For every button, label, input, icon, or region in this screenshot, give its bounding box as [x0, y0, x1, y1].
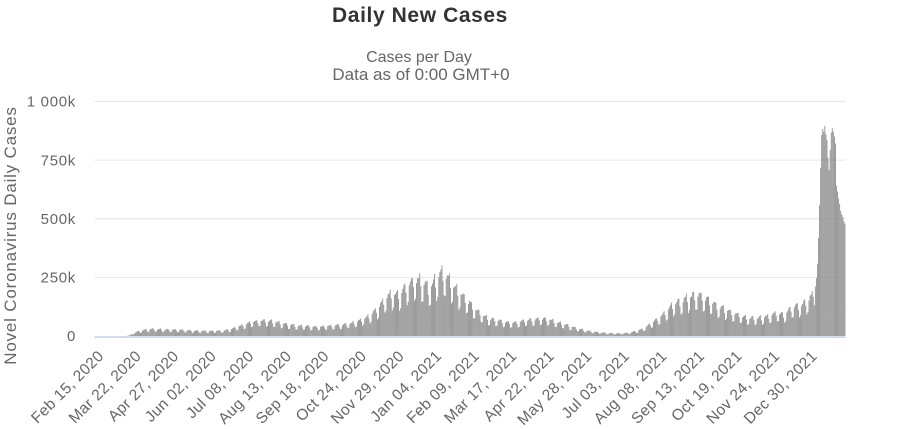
svg-text:500k: 500k [41, 211, 76, 228]
svg-text:0: 0 [67, 328, 76, 345]
svg-text:Daily New Cases: Daily New Cases [332, 4, 508, 27]
svg-text:1 000k: 1 000k [27, 94, 76, 111]
svg-text:Novel Coronavirus Daily Cases: Novel Coronavirus Daily Cases [1, 106, 20, 364]
svg-text:250k: 250k [41, 270, 76, 287]
svg-text:750k: 750k [41, 152, 76, 169]
svg-text:Cases per Day: Cases per Day [366, 49, 472, 66]
svg-text:Data as of 0:00 GMT+0: Data as of 0:00 GMT+0 [332, 65, 509, 84]
